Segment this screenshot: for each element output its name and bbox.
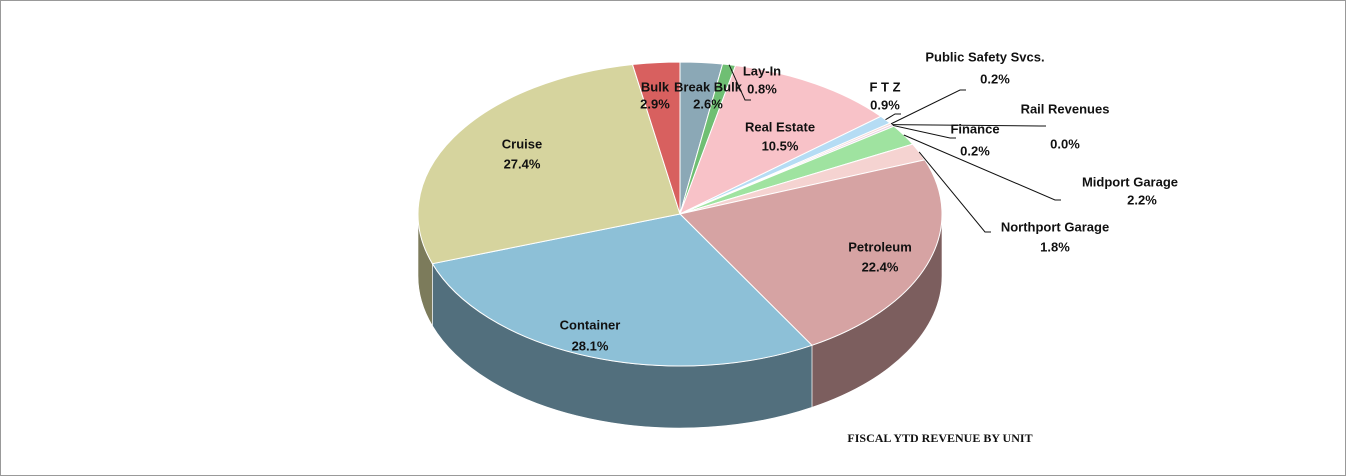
slice-label: Cruise xyxy=(502,136,542,151)
slice-value-label: 1.8% xyxy=(1040,239,1070,254)
slice-label: F T Z xyxy=(869,79,900,94)
slice-side xyxy=(418,214,433,326)
slice-label: Real Estate xyxy=(745,119,815,134)
slice-value-label: 0.0% xyxy=(1050,136,1080,151)
slice-label: Break Bulk xyxy=(674,79,743,94)
slice-label: Rail Revenues xyxy=(1021,101,1110,116)
leader-line xyxy=(890,89,966,125)
leader-line xyxy=(903,134,1061,201)
leader-line xyxy=(918,151,991,233)
slice-value-label: 0.8% xyxy=(747,81,777,96)
slice xyxy=(417,63,681,265)
leader-line xyxy=(891,124,1046,127)
slice-side xyxy=(811,214,942,408)
slice-value-label: 2.2% xyxy=(1127,192,1157,207)
slice-label: Bulk xyxy=(641,79,670,94)
slice-value-label: 0.9% xyxy=(870,97,900,112)
slice xyxy=(631,61,681,215)
slice xyxy=(431,213,813,367)
slice-value-label: 28.1% xyxy=(572,338,609,353)
leader-line xyxy=(892,124,956,139)
slice-value-label: 27.4% xyxy=(504,156,541,171)
slice-label: Midport Garage xyxy=(1082,174,1178,189)
slice-label: Container xyxy=(560,317,621,332)
slice-value-label: 0.2% xyxy=(960,143,990,158)
slice-label: Northport Garage xyxy=(1001,219,1109,234)
slice-value-label: 10.5% xyxy=(762,138,799,153)
slice-label: Lay-In xyxy=(743,63,781,78)
slice xyxy=(678,159,943,346)
slice-label: Finance xyxy=(950,121,999,136)
leader-line xyxy=(728,64,751,101)
slice-side xyxy=(432,263,812,428)
slice-value-label: 2.9% xyxy=(640,96,670,111)
chart-title: FISCAL YTD REVENUE BY UNIT xyxy=(847,431,1032,445)
slice-label: Public Safety Svcs. xyxy=(925,49,1044,64)
slice-value-label: 22.4% xyxy=(862,259,899,274)
slice-label: Petroleum xyxy=(848,239,912,254)
slice xyxy=(679,64,882,215)
slice-value-label: 0.2% xyxy=(980,71,1010,86)
leader-line xyxy=(885,113,901,121)
slice-value-label: 2.6% xyxy=(693,96,723,111)
